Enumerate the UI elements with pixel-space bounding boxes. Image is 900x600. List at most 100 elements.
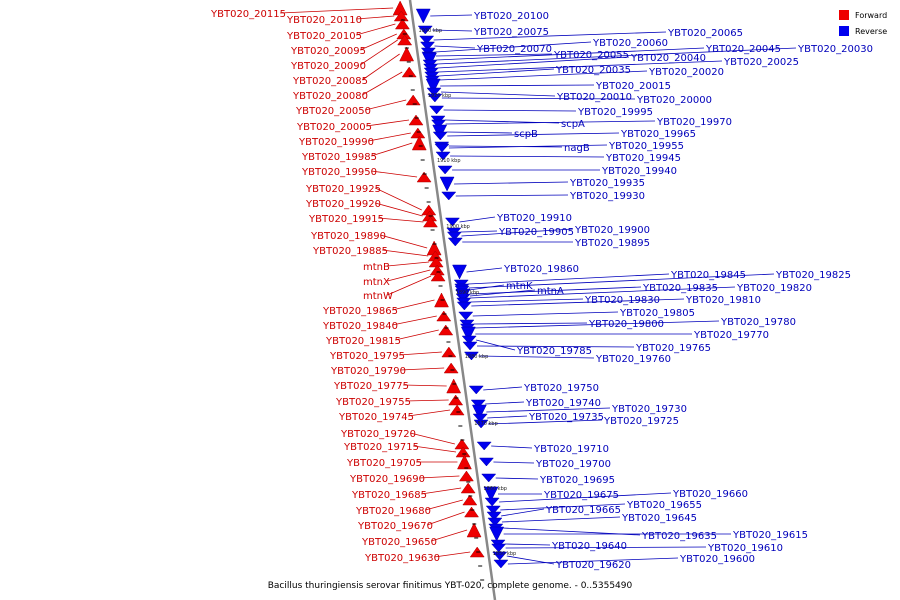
gene-label-ybt020-19825[interactable]: YBT020_19825 (775, 270, 851, 281)
gene-label-ybt020-19740[interactable]: YBT020_19740 (525, 398, 601, 409)
gene-label-ybt020-19840[interactable]: YBT020_19840 (322, 321, 398, 332)
gene-label-ybt020-19915[interactable]: YBT020_19915 (308, 214, 384, 225)
gene-label-ybt020-20075[interactable]: YBT020_20075 (473, 27, 549, 38)
gene-label-ybt020-19815[interactable]: YBT020_19815 (325, 336, 401, 347)
gene-label-ybt020-20100[interactable]: YBT020_20100 (473, 11, 549, 22)
gene-label-ybt020-19725[interactable]: YBT020_19725 (603, 416, 679, 427)
gene-label-ybt020-19910[interactable]: YBT020_19910 (496, 213, 572, 224)
gene-label-ybt020-19765[interactable]: YBT020_19765 (635, 343, 711, 354)
gene-label-ybt020-19705[interactable]: YBT020_19705 (346, 458, 422, 469)
gene-label-ybt020-19755[interactable]: YBT020_19755 (335, 397, 411, 408)
gene-label-ybt020-19750[interactable]: YBT020_19750 (523, 383, 599, 394)
gene-label-ybt020-19685[interactable]: YBT020_19685 (351, 490, 427, 501)
gene-label-ybt020-19940[interactable]: YBT020_19940 (601, 166, 677, 177)
gene-label-ybt020-20005[interactable]: YBT020_20005 (296, 122, 372, 133)
gene-label-mtnk[interactable]: mtnK (506, 281, 533, 292)
gene-label-ybt020-19690[interactable]: YBT020_19690 (349, 474, 425, 485)
gene-label-ybt020-19965[interactable]: YBT020_19965 (620, 129, 696, 140)
gene-label-ybt020-19780[interactable]: YBT020_19780 (720, 317, 796, 328)
gene-label-ybt020-19695[interactable]: YBT020_19695 (539, 475, 615, 486)
gene-label-ybt020-19760[interactable]: YBT020_19760 (595, 354, 671, 365)
gene-label-ybt020-19955[interactable]: YBT020_19955 (608, 141, 684, 152)
gene-label-ybt020-19665[interactable]: YBT020_19665 (545, 505, 621, 516)
gene-label-ybt020-19670[interactable]: YBT020_19670 (357, 521, 433, 532)
gene-label-ybt020-19600[interactable]: YBT020_19600 (679, 554, 755, 565)
gene-label-ybt020-20020[interactable]: YBT020_20020 (648, 67, 724, 78)
gene-label-ybt020-19905[interactable]: YBT020_19905 (498, 227, 574, 238)
gene-label-ybt020-19775[interactable]: YBT020_19775 (333, 381, 409, 392)
gene-label-ybt020-20095[interactable]: YBT020_20095 (290, 46, 366, 57)
gene-label-ybt020-19615[interactable]: YBT020_19615 (732, 530, 808, 541)
gene-label-ybt020-19845[interactable]: YBT020_19845 (670, 270, 746, 281)
gene-label-ybt020-19715[interactable]: YBT020_19715 (343, 442, 419, 453)
gene-label-ybt020-20000[interactable]: YBT020_20000 (636, 95, 712, 106)
gene-label-ybt020-19865[interactable]: YBT020_19865 (322, 306, 398, 317)
gene-label-ybt020-19820[interactable]: YBT020_19820 (736, 283, 812, 294)
gene-label-ybt020-19640[interactable]: YBT020_19640 (551, 541, 627, 552)
gene-label-ybt020-19680[interactable]: YBT020_19680 (355, 506, 431, 517)
gene-label-ybt020-20035[interactable]: YBT020_20035 (555, 65, 631, 76)
gene-label-ybt020-19970[interactable]: YBT020_19970 (656, 117, 732, 128)
gene-label-ybt020-19930[interactable]: YBT020_19930 (569, 191, 645, 202)
gene-label-ybt020-19790[interactable]: YBT020_19790 (330, 366, 406, 377)
gene-label-ybt020-19925[interactable]: YBT020_19925 (305, 184, 381, 195)
gene-label-mtna[interactable]: mtnA (537, 286, 564, 297)
gene-label-ybt020-19895[interactable]: YBT020_19895 (574, 238, 650, 249)
gene-label-ybt020-19630[interactable]: YBT020_19630 (364, 553, 440, 564)
gene-label-ybt020-19990[interactable]: YBT020_19990 (298, 137, 374, 148)
gene-label-ybt020-20085[interactable]: YBT020_20085 (292, 76, 368, 87)
gene-label-mtnx[interactable]: mtnX (363, 277, 390, 288)
gene-label-ybt020-20090[interactable]: YBT020_20090 (290, 61, 366, 72)
gene-label-ybt020-20070[interactable]: YBT020_20070 (476, 44, 552, 55)
gene-label-ybt020-19660[interactable]: YBT020_19660 (672, 489, 748, 500)
gene-label-ybt020-20010[interactable]: YBT020_20010 (556, 92, 632, 103)
gene-label-ybt020-19800[interactable]: YBT020_19800 (588, 319, 664, 330)
gene-label-ybt020-19945[interactable]: YBT020_19945 (605, 153, 681, 164)
gene-label-ybt020-20055[interactable]: YBT020_20055 (553, 50, 629, 61)
gene-label-ybt020-20025[interactable]: YBT020_20025 (723, 57, 799, 68)
gene-label-ybt020-20040[interactable]: YBT020_20040 (630, 53, 706, 64)
gene-label-ybt020-19735[interactable]: YBT020_19735 (528, 412, 604, 423)
gene-label-ybt020-20115[interactable]: YBT020_20115 (210, 9, 286, 20)
gene-label-ybt020-19830[interactable]: YBT020_19830 (584, 295, 660, 306)
gene-label-ybt020-20045[interactable]: YBT020_20045 (705, 44, 781, 55)
gene-label-ybt020-20110[interactable]: YBT020_20110 (286, 15, 362, 26)
gene-label-ybt020-19995[interactable]: YBT020_19995 (577, 107, 653, 118)
gene-label-ybt020-19720[interactable]: YBT020_19720 (340, 429, 416, 440)
gene-label-ybt020-19900[interactable]: YBT020_19900 (574, 225, 650, 236)
gene-label-ybt020-19650[interactable]: YBT020_19650 (361, 537, 437, 548)
gene-label-ybt020-20050[interactable]: YBT020_20050 (295, 106, 371, 117)
gene-label-scpa[interactable]: scpA (561, 119, 585, 130)
gene-label-ybt020-19620[interactable]: YBT020_19620 (555, 560, 631, 571)
gene-label-ybt020-19785[interactable]: YBT020_19785 (516, 346, 592, 357)
gene-label-ybt020-19635[interactable]: YBT020_19635 (641, 531, 717, 542)
gene-label-ybt020-19655[interactable]: YBT020_19655 (626, 500, 702, 511)
gene-label-ybt020-19860[interactable]: YBT020_19860 (503, 264, 579, 275)
gene-label-ybt020-19985[interactable]: YBT020_19985 (301, 152, 377, 163)
gene-label-ybt020-19890[interactable]: YBT020_19890 (310, 231, 386, 242)
gene-label-ybt020-19645[interactable]: YBT020_19645 (621, 513, 697, 524)
gene-label-ybt020-19920[interactable]: YBT020_19920 (305, 199, 381, 210)
gene-label-ybt020-20015[interactable]: YBT020_20015 (595, 81, 671, 92)
gene-label-ybt020-19710[interactable]: YBT020_19710 (533, 444, 609, 455)
gene-label-scpb[interactable]: scpB (514, 129, 538, 140)
gene-label-ybt020-19745[interactable]: YBT020_19745 (338, 412, 414, 423)
gene-label-ybt020-19770[interactable]: YBT020_19770 (693, 330, 769, 341)
gene-label-ybt020-19835[interactable]: YBT020_19835 (642, 283, 718, 294)
gene-label-ybt020-19950[interactable]: YBT020_19950 (301, 167, 377, 178)
gene-label-ybt020-20030[interactable]: YBT020_20030 (797, 44, 873, 55)
gene-label-mtnw[interactable]: mtnW (363, 291, 393, 302)
gene-label-ybt020-19795[interactable]: YBT020_19795 (329, 351, 405, 362)
gene-label-ybt020-19805[interactable]: YBT020_19805 (619, 308, 695, 319)
gene-label-ybt020-19700[interactable]: YBT020_19700 (535, 459, 611, 470)
gene-label-ybt020-19730[interactable]: YBT020_19730 (611, 404, 687, 415)
gene-label-ybt020-20105[interactable]: YBT020_20105 (286, 31, 362, 42)
gene-label-ybt020-19935[interactable]: YBT020_19935 (569, 178, 645, 189)
gene-label-ybt020-19675[interactable]: YBT020_19675 (543, 490, 619, 501)
gene-label-ybt020-20060[interactable]: YBT020_20060 (592, 38, 668, 49)
gene-label-mtnb[interactable]: mtnB (363, 262, 390, 273)
gene-label-ybt020-19810[interactable]: YBT020_19810 (685, 295, 761, 306)
gene-label-ybt020-19610[interactable]: YBT020_19610 (707, 543, 783, 554)
gene-label-ybt020-20080[interactable]: YBT020_20080 (292, 91, 368, 102)
gene-label-ybt020-20065[interactable]: YBT020_20065 (667, 28, 743, 39)
